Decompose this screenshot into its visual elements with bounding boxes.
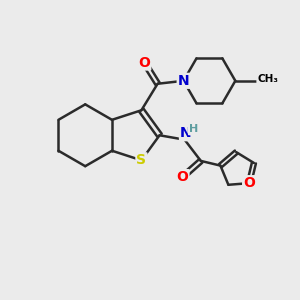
Text: O: O bbox=[138, 56, 150, 70]
Text: N: N bbox=[180, 126, 192, 140]
Text: S: S bbox=[136, 153, 146, 167]
Text: N: N bbox=[178, 74, 189, 88]
Text: O: O bbox=[177, 170, 188, 184]
Text: CH₃: CH₃ bbox=[257, 74, 278, 84]
Text: O: O bbox=[243, 176, 255, 190]
Text: H: H bbox=[189, 124, 198, 134]
